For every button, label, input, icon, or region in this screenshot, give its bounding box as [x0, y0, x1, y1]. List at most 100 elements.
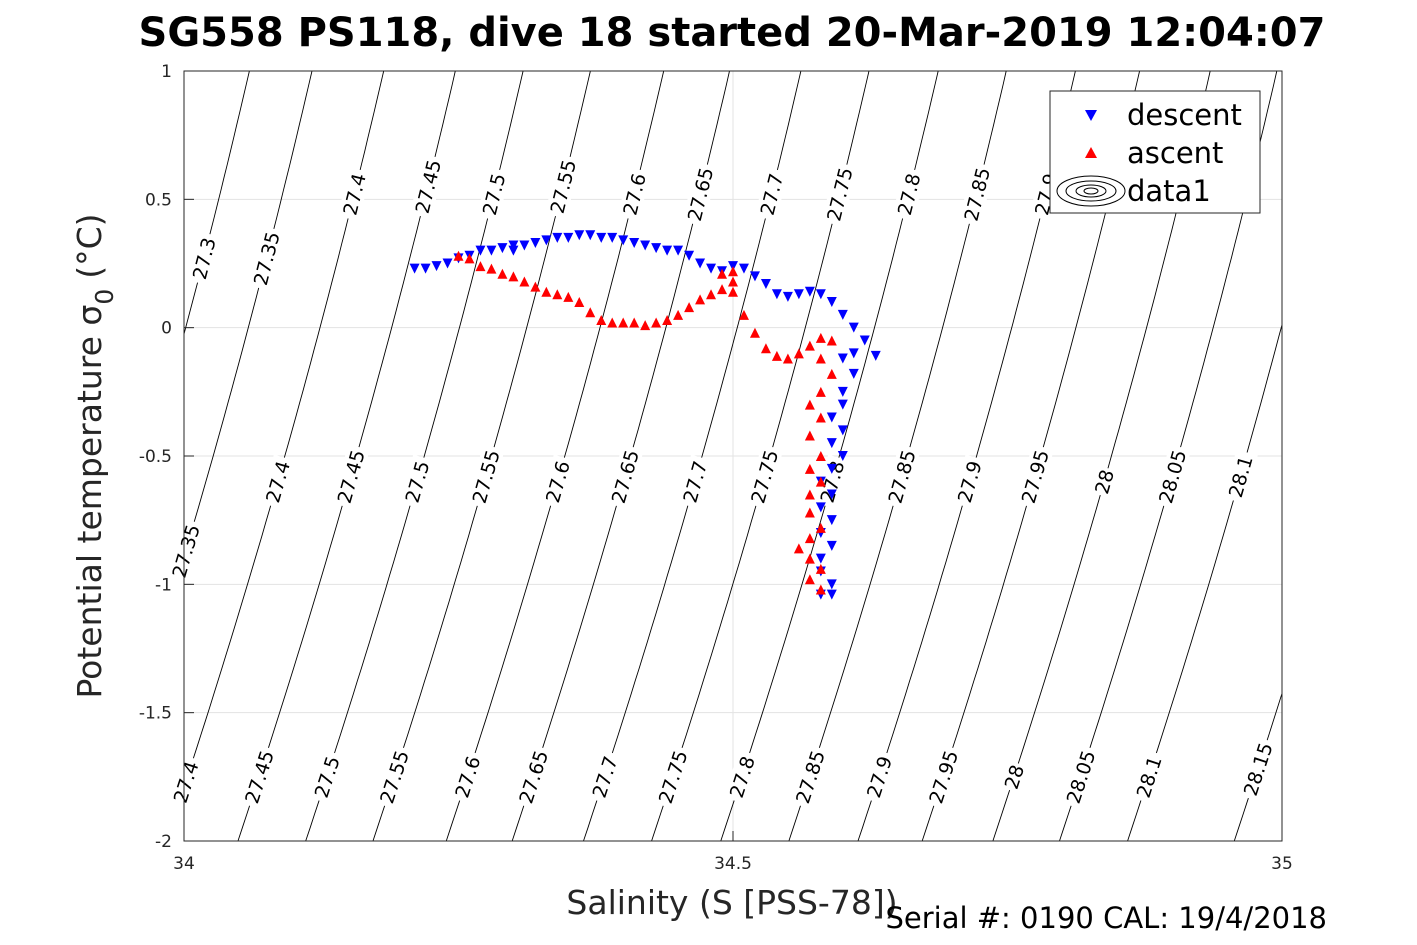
contour-label-bg — [476, 167, 511, 222]
ascent-point — [815, 451, 826, 461]
ascent-point — [771, 350, 782, 361]
density-contour-labels: 27.3 27.3527.3527.427.427.427.4527.4527.4… — [166, 154, 1278, 810]
contour-label-bg — [790, 744, 830, 810]
descent-point — [486, 245, 497, 256]
descent-point — [848, 368, 859, 379]
contour-label-bg — [617, 167, 651, 222]
descent-point — [837, 353, 848, 364]
descent-point — [848, 348, 859, 359]
contour-label-bg — [409, 154, 446, 219]
ascent-point — [804, 507, 815, 518]
contour-label-bg — [882, 444, 921, 509]
contour-label-bg — [892, 167, 926, 222]
contour-label-bg — [814, 454, 850, 509]
contour-label-bg — [374, 744, 414, 810]
contour-label-bg — [723, 749, 761, 804]
svg-text:Potential temperature σ0(°C): Potential temperature σ0 (°C) — [70, 213, 119, 698]
contour-label-bg — [605, 444, 644, 509]
descent-point — [837, 451, 848, 461]
ascent-point — [662, 314, 673, 325]
contour-label-bg — [308, 749, 345, 804]
descent-point — [420, 263, 431, 274]
descent-point — [826, 579, 837, 590]
descent-point — [519, 240, 530, 251]
ascent-point — [695, 294, 706, 305]
contour-label-bg — [958, 161, 995, 227]
density-contour-line — [184, 71, 250, 336]
descent-point — [826, 297, 837, 307]
contour-label-bg — [449, 749, 486, 804]
descent-point — [760, 279, 771, 290]
ascent-point — [453, 250, 464, 261]
legend-ascent-label: ascent — [1127, 136, 1223, 170]
descent-point — [640, 240, 651, 251]
descent-point — [651, 243, 662, 254]
legend: descent ascent data1 — [1049, 90, 1261, 214]
descent-point — [837, 425, 848, 436]
descent-point — [837, 386, 848, 397]
descent-point — [870, 350, 881, 361]
ascent-point — [585, 307, 596, 318]
ascent-point — [618, 317, 629, 328]
ascent-point — [815, 563, 826, 574]
descent-point — [673, 245, 684, 256]
x-tick-label: 34.5 — [714, 854, 752, 874]
ascent-point — [815, 412, 826, 423]
ascent-point — [563, 291, 574, 302]
legend-data1-label: data1 — [1127, 174, 1211, 208]
contour-label-bg — [513, 744, 554, 810]
ascent-point — [815, 522, 826, 533]
y-axis-label-main: Potential temperature σ — [70, 305, 109, 699]
contour-label-bg — [331, 444, 370, 509]
contour-label-bg — [466, 444, 505, 509]
descent-point — [728, 261, 738, 272]
ascent-point — [815, 476, 826, 487]
ascent-point — [728, 276, 738, 287]
y-tick-label: -1 — [155, 575, 172, 595]
descent-point — [706, 263, 717, 274]
y-axis-label: Potential temperature σ0 (°C) — [70, 213, 119, 698]
descent-point — [815, 502, 826, 513]
descent-point — [826, 463, 837, 474]
ascent-point — [815, 353, 826, 364]
y-tick-label: -1.5 — [139, 704, 172, 724]
contour-label-bg — [821, 161, 858, 227]
contour-label-bg — [1060, 744, 1101, 810]
ascent-point — [738, 309, 749, 320]
ascent-point — [804, 399, 815, 410]
descent-point — [837, 309, 848, 320]
descent-point — [826, 438, 837, 449]
descent-point — [848, 322, 859, 333]
contour-label-bg — [1089, 465, 1119, 499]
ascent-point — [717, 284, 728, 295]
descent-point — [629, 237, 640, 248]
ascent-point — [530, 281, 541, 292]
ascent-point — [782, 353, 793, 364]
contour-label-bg — [754, 167, 789, 222]
y-tick-label: 0 — [161, 319, 172, 339]
ascent-point — [596, 314, 607, 325]
y-axis-label-unit: (°C) — [70, 213, 109, 278]
descent-point — [782, 291, 793, 302]
ascent-point — [541, 286, 552, 297]
ascent-point — [804, 489, 815, 500]
ascent-point — [760, 343, 771, 354]
contour-label-bg — [1153, 444, 1192, 509]
contour-label-bg — [677, 454, 713, 509]
ascent-point — [497, 268, 508, 279]
x-tick-label: 35 — [1271, 854, 1293, 874]
legend-data1-contour-icon — [1056, 175, 1126, 207]
contour-label-bg — [166, 518, 205, 584]
descent-point — [815, 553, 826, 564]
y-tick-label: 0.5 — [145, 190, 172, 210]
descent-point — [749, 271, 760, 282]
ascent-point — [629, 317, 640, 328]
descent-point — [859, 335, 870, 346]
contour-label-bg — [951, 454, 987, 509]
descent-point — [596, 232, 607, 243]
descent-point — [563, 232, 574, 243]
serial-cal-footer: Serial #: 0190 CAL: 19/4/2018 — [885, 901, 1327, 935]
y-tick-label: -2 — [155, 832, 172, 852]
contour-label-bg — [239, 744, 279, 810]
ascent-point — [552, 289, 563, 300]
